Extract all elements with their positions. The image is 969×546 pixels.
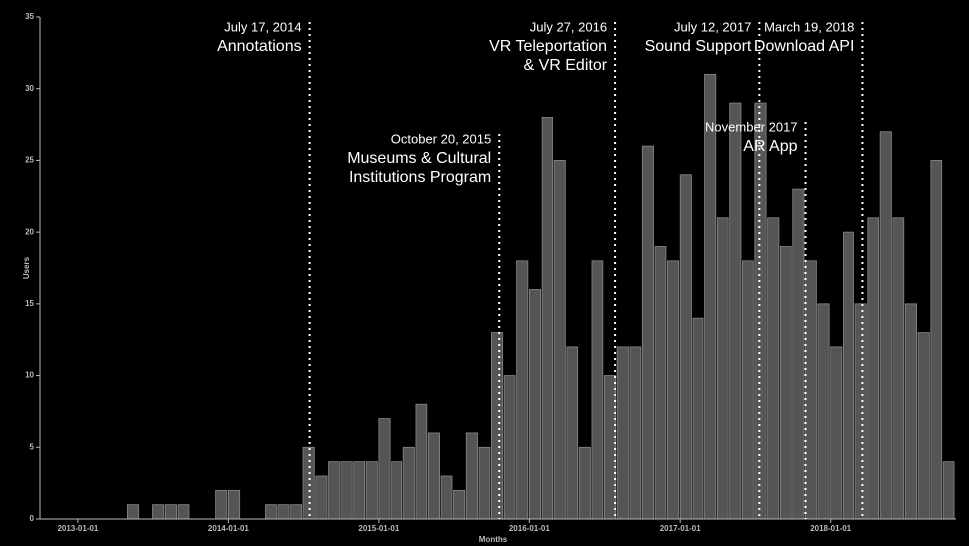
annotation-text: & VR Editor <box>523 57 607 74</box>
annotation-date: March 19, 2018 <box>764 19 854 34</box>
bar <box>942 461 955 520</box>
bar <box>742 260 754 520</box>
bar <box>177 504 190 520</box>
y-tick-label: 25 <box>25 156 34 165</box>
bar <box>779 246 792 520</box>
bar <box>629 346 642 520</box>
bar <box>215 489 228 520</box>
annotation-text: Museums & Cultural <box>347 150 491 167</box>
x-tick-label: 2013-01-01 <box>57 524 98 533</box>
x-tick-label: 2018-01-01 <box>810 524 851 533</box>
bar <box>353 461 365 520</box>
annotation-date: July 27, 2016 <box>530 19 607 34</box>
bar <box>415 403 428 520</box>
bar <box>767 217 780 520</box>
x-tick-label: 2014-01-01 <box>208 524 249 533</box>
y-tick-label: 5 <box>30 442 35 451</box>
bar <box>641 145 654 520</box>
bar <box>340 461 353 520</box>
bar <box>126 504 140 520</box>
x-tick-label: 2016-01-01 <box>509 524 550 533</box>
bar <box>879 131 892 520</box>
bar <box>328 461 340 520</box>
bar <box>265 504 277 520</box>
annotation-text: Annotations <box>217 38 302 55</box>
bar <box>553 160 566 520</box>
annotation-text: Download API <box>754 38 855 55</box>
bar <box>754 102 767 520</box>
bar <box>616 346 629 520</box>
bar <box>478 446 491 520</box>
y-tick-label: 30 <box>25 84 34 93</box>
y-tick-label: 20 <box>25 227 34 236</box>
bar <box>603 375 617 520</box>
bar <box>692 317 704 520</box>
y-axis-label: Users <box>22 256 31 279</box>
bar <box>904 303 917 520</box>
bar <box>164 504 178 520</box>
bar <box>704 73 717 520</box>
bar <box>277 504 290 520</box>
x-axis-label: Months <box>479 535 508 544</box>
bar <box>930 160 943 520</box>
bar <box>453 489 466 520</box>
y-tick-label: 15 <box>25 299 34 308</box>
bar <box>729 102 742 520</box>
bar <box>391 461 403 520</box>
bar <box>892 217 905 520</box>
bar <box>667 260 680 520</box>
bar <box>817 303 830 520</box>
annotation-text: VR Teleportation <box>489 38 607 55</box>
bar <box>491 332 504 520</box>
bar <box>578 446 591 520</box>
bar <box>541 117 553 520</box>
bar <box>528 289 542 520</box>
bar <box>227 489 241 520</box>
bar <box>917 332 930 520</box>
bar <box>854 303 867 520</box>
bar <box>427 432 441 520</box>
bar <box>679 174 692 520</box>
bar <box>591 260 604 520</box>
x-tick-label: 2015-01-01 <box>358 524 399 533</box>
annotation-text: Institutions Program <box>349 169 491 186</box>
annotation-date: October 20, 2015 <box>391 131 491 146</box>
annotation-date: July 17, 2014 <box>224 19 301 34</box>
annotation-date: November 2017 <box>705 119 798 134</box>
x-tick-label: 2017-01-01 <box>660 524 701 533</box>
y-tick-label: 35 <box>25 12 34 21</box>
bar <box>152 504 165 520</box>
bar <box>290 504 302 520</box>
bar <box>566 346 579 520</box>
bar <box>867 217 880 520</box>
bar <box>843 231 854 520</box>
annotation-text: AR App <box>743 138 797 155</box>
bar <box>516 260 529 520</box>
bar <box>378 418 391 520</box>
annotation-date: July 12, 2017 <box>674 19 751 34</box>
bar <box>654 246 667 520</box>
y-tick-label: 10 <box>25 371 34 380</box>
bar <box>830 346 843 520</box>
y-tick-label: 0 <box>30 514 35 523</box>
bar <box>402 446 415 520</box>
bar <box>503 375 516 520</box>
bar <box>315 475 328 520</box>
bar <box>440 475 453 520</box>
bar <box>465 432 478 520</box>
annotation-text: Sound Support <box>645 38 752 55</box>
bar <box>365 461 378 520</box>
bar <box>716 217 729 520</box>
bar <box>805 260 817 520</box>
bar <box>792 188 805 520</box>
